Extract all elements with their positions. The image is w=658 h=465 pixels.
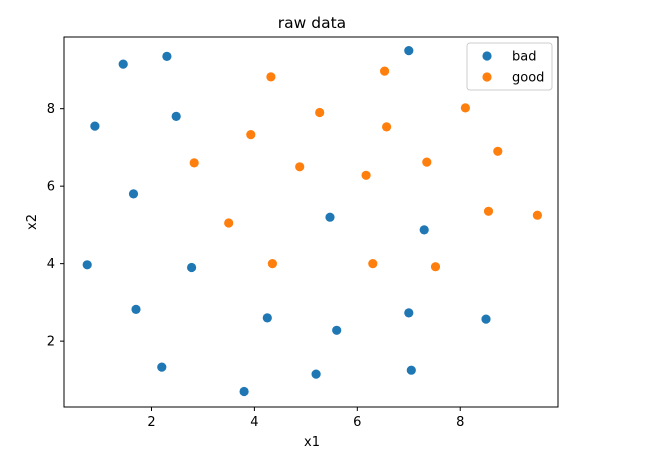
point-good-3 [246, 130, 256, 140]
y-tick-label: 8 [47, 102, 55, 117]
point-bad-8 [157, 362, 167, 372]
point-bad-0 [90, 121, 100, 131]
point-bad-10 [262, 313, 272, 323]
point-good-5 [460, 103, 470, 113]
x-tick-label: 8 [456, 415, 464, 430]
point-good-6 [189, 158, 199, 168]
point-bad-2 [162, 51, 172, 62]
y-tick-label: 4 [47, 257, 55, 272]
x-tick-label: 2 [147, 415, 155, 430]
axes: 2 4 6 8 2 4 6 8 [47, 36, 559, 430]
legend: bad good [466, 42, 553, 91]
x-tick-label: 6 [353, 415, 361, 430]
y-tick-label: 6 [47, 180, 55, 195]
point-good-4 [382, 122, 392, 132]
x-tick-label: 4 [250, 415, 258, 430]
point-good-11 [224, 218, 234, 228]
point-bad-15 [419, 225, 429, 235]
point-good-7 [295, 162, 305, 172]
point-bad-13 [325, 212, 335, 222]
point-good-10 [493, 146, 503, 156]
point-bad-16 [404, 308, 414, 318]
point-bad-9 [239, 386, 249, 397]
point-bad-3 [171, 111, 181, 121]
point-good-8 [361, 170, 371, 180]
point-bad-6 [187, 262, 197, 273]
series-good [189, 66, 543, 272]
point-bad-1 [118, 59, 128, 69]
legend-marker-good [482, 72, 492, 82]
y-tick-label: 2 [47, 335, 55, 350]
point-bad-7 [131, 304, 141, 314]
legend-label-good: good [512, 71, 544, 86]
legend-marker-bad [482, 51, 492, 61]
point-bad-17 [406, 365, 416, 375]
point-good-1 [380, 66, 390, 76]
point-good-12 [483, 206, 494, 216]
point-good-9 [422, 157, 432, 167]
point-good-13 [532, 210, 543, 220]
chart-title: raw data [278, 14, 346, 32]
axes-frame [63, 36, 559, 408]
point-good-0 [266, 72, 276, 82]
point-bad-11 [311, 369, 321, 379]
legend-label-bad: bad [512, 50, 536, 65]
point-bad-14 [404, 46, 414, 56]
point-bad-5 [82, 260, 92, 270]
point-good-14 [267, 259, 277, 269]
point-bad-4 [128, 189, 139, 199]
y-axis-label: x2 [25, 214, 40, 230]
point-bad-12 [332, 325, 342, 335]
series-bad [82, 46, 491, 397]
plot-area [82, 46, 543, 397]
point-good-15 [368, 259, 378, 269]
x-axis-label: x1 [304, 435, 320, 450]
point-bad-18 [481, 314, 491, 324]
point-good-2 [315, 107, 325, 118]
point-good-16 [430, 262, 441, 272]
